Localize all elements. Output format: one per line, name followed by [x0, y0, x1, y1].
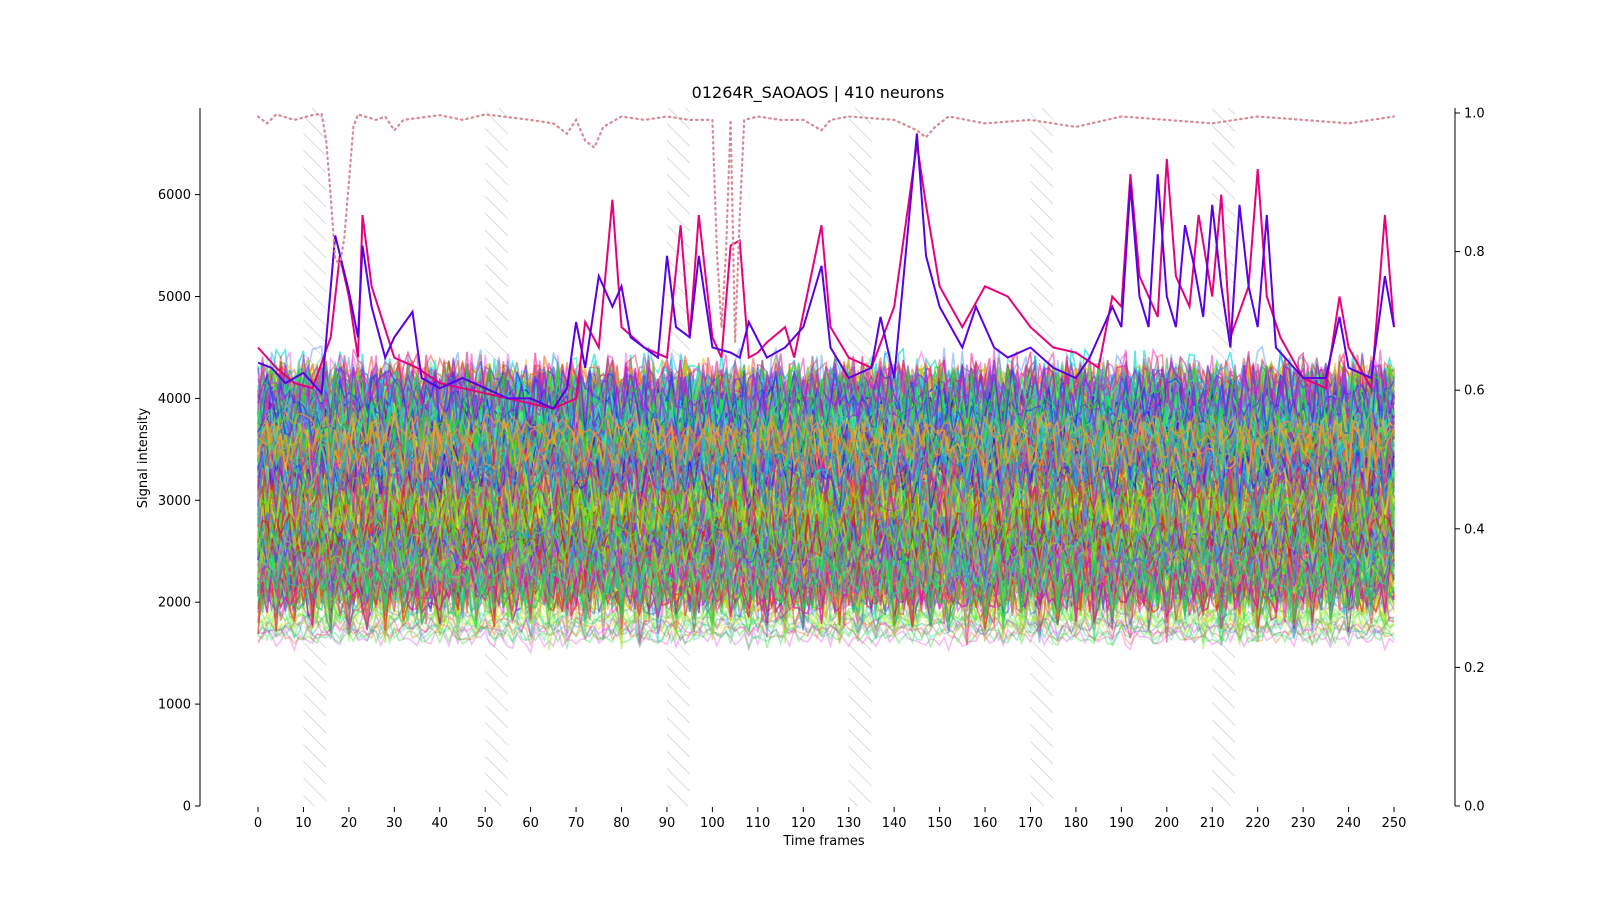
quality-trace-line: [256, 112, 1396, 342]
neuron-trace-407: [257, 429, 1395, 522]
neuron-trace-7: [257, 609, 1395, 638]
neuron-trace-403: [257, 419, 1395, 480]
neuron-trace-384: [257, 549, 1395, 612]
neuron-trace-373: [257, 546, 1395, 597]
x-tick-label-130: 130: [836, 816, 861, 831]
neuron-trace-0: [257, 607, 1395, 634]
highlighted-traces: [257, 133, 1395, 410]
neuron-traces: [257, 345, 1395, 655]
y2-tick-label-1: 1.0: [1464, 107, 1485, 122]
y-tick-label-4000: 4000: [158, 392, 191, 407]
axes: 01000200030004000500060000.00.20.40.60.8…: [158, 107, 1485, 832]
neuron-trace-405: [257, 375, 1395, 422]
y2-tick-label-0.2: 0.2: [1464, 661, 1485, 676]
x-axis-label: Time frames: [782, 834, 864, 849]
neuron-trace-389: [257, 413, 1395, 491]
x-tick-label-220: 220: [1245, 816, 1270, 831]
x-tick-label-40: 40: [431, 816, 448, 831]
x-tick-label-200: 200: [1154, 816, 1179, 831]
x-tick-label-230: 230: [1291, 816, 1316, 831]
y2-tick-label-0.6: 0.6: [1464, 384, 1485, 399]
x-tick-label-30: 30: [386, 816, 403, 831]
neuron-trace-406: [257, 407, 1395, 453]
x-tick-label-0: 0: [254, 816, 262, 831]
quality-trace: [256, 112, 1396, 342]
y2-tick-label-0.4: 0.4: [1464, 522, 1485, 537]
y2-tick-label-0.8: 0.8: [1464, 245, 1485, 260]
x-tick-label-170: 170: [1018, 816, 1043, 831]
neuron-trace-399: [257, 467, 1395, 516]
neuron-trace-2: [257, 608, 1395, 635]
x-tick-label-20: 20: [341, 816, 358, 831]
x-tick-label-100: 100: [700, 816, 725, 831]
x-tick-label-210: 210: [1200, 816, 1225, 831]
neuron-trace-391: [257, 521, 1395, 577]
x-tick-label-180: 180: [1064, 816, 1089, 831]
neuron-trace-11: [257, 619, 1395, 648]
y-tick-label-6000: 6000: [158, 188, 191, 203]
y-tick-label-2000: 2000: [158, 596, 191, 611]
chart-title: 01264R_SAOAOS | 410 neurons: [692, 83, 945, 103]
x-tick-label-120: 120: [791, 816, 816, 831]
y-tick-label-3000: 3000: [158, 494, 191, 509]
x-tick-label-50: 50: [477, 816, 494, 831]
neuron-trace-8: [257, 610, 1395, 637]
x-tick-label-60: 60: [522, 816, 539, 831]
y-tick-label-1000: 1000: [158, 698, 191, 713]
neuron-trace-12: [257, 618, 1395, 648]
neuron-trace-4: [257, 612, 1395, 642]
x-tick-label-90: 90: [659, 816, 676, 831]
x-tick-label-110: 110: [745, 816, 770, 831]
neuron-trace-6: [257, 622, 1395, 651]
neuron-trace-9: [257, 604, 1395, 632]
neuron-trace-396: [257, 444, 1395, 523]
highlight-trace-1: [257, 133, 1395, 410]
x-tick-label-10: 10: [295, 816, 312, 831]
neuron-trace-409: [257, 498, 1395, 590]
neuron-trace-367: [257, 486, 1395, 537]
y-tick-label-0: 0: [183, 800, 191, 815]
neuron-trace-390: [257, 471, 1395, 580]
x-tick-label-150: 150: [927, 816, 952, 831]
neuron-trace-342: [257, 561, 1395, 614]
neuron-trace-13: [257, 614, 1395, 642]
x-tick-label-80: 80: [613, 816, 630, 831]
neuron-trace-401: [257, 432, 1395, 524]
x-tick-label-140: 140: [882, 816, 907, 831]
x-tick-label-160: 160: [973, 816, 998, 831]
neuron-trace-5: [257, 626, 1395, 655]
x-tick-label-190: 190: [1109, 816, 1134, 831]
y-axis-label: Signal intensity: [136, 407, 151, 508]
neuron-trace-328: [257, 552, 1395, 621]
neuron-trace-408: [257, 477, 1395, 542]
y-tick-label-5000: 5000: [158, 290, 191, 305]
x-tick-label-250: 250: [1382, 816, 1407, 831]
x-tick-label-240: 240: [1336, 816, 1361, 831]
neuron-trace-386: [257, 427, 1395, 502]
x-tick-label-70: 70: [568, 816, 585, 831]
neuron-trace-344: [257, 555, 1395, 631]
neuron-trace-10: [257, 610, 1395, 637]
y2-tick-label-0: 0.0: [1464, 800, 1485, 815]
neuron-trace-398: [257, 364, 1395, 472]
